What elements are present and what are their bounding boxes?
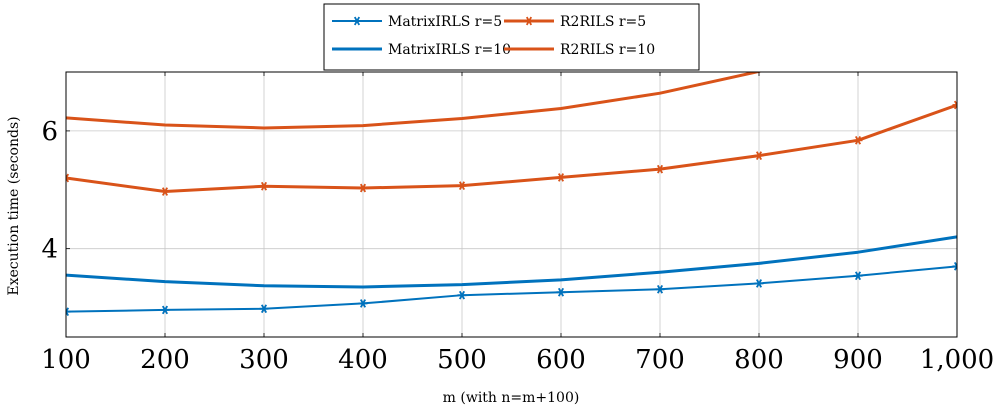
legend-frame <box>323 3 700 71</box>
series-1-point <box>259 181 269 191</box>
series-line-3 <box>66 72 763 130</box>
series-0-point <box>556 287 566 297</box>
series-1-point <box>952 100 957 110</box>
series-0-point <box>655 284 665 294</box>
x-tick-label: 200 <box>140 345 190 375</box>
x-tick-label: 100 <box>41 345 91 375</box>
series-0-point <box>457 290 467 300</box>
legend-marker <box>352 16 362 26</box>
series-0-point <box>66 307 71 317</box>
y-tick-label: 4 <box>41 235 58 265</box>
legend-item-2: MatrixIRLS r=10 <box>332 42 511 58</box>
series-0-point <box>754 279 764 288</box>
grid-lines <box>65 72 958 337</box>
series-0-point <box>358 299 368 308</box>
legend-marker <box>524 16 534 26</box>
x-tick-label: 900 <box>833 345 883 375</box>
legend-item-1: R2RILS r=5 <box>504 14 646 30</box>
legend-label: R2RILS r=10 <box>560 42 655 58</box>
legend-item-3: R2RILS r=10 <box>504 42 655 58</box>
series-0-point <box>952 261 957 271</box>
series-1-point <box>160 187 170 196</box>
x-tick-label: 800 <box>734 345 784 375</box>
x-tick-label: 400 <box>338 345 388 375</box>
legend-item-0: MatrixIRLS r=5 <box>332 14 502 30</box>
series-line-2 <box>66 235 957 289</box>
x-tick-label: 500 <box>437 345 487 375</box>
series-1-point <box>655 164 665 174</box>
plot-frame <box>65 71 958 338</box>
x-tick-label: 1,000 <box>920 345 994 375</box>
series-1-point <box>556 173 566 182</box>
series-line-0 <box>66 265 957 313</box>
legend: MatrixIRLS r=5 R2RILS r=5 MatrixIRLS r=10 R… <box>323 3 700 71</box>
series-0-point <box>160 305 170 315</box>
series-1-point <box>853 135 863 145</box>
series-0-point <box>259 304 269 314</box>
series-1-point <box>66 173 71 183</box>
legend-label: MatrixIRLS r=10 <box>388 42 511 58</box>
y-axis-label: Execution time (seconds) <box>6 116 22 295</box>
x-tick-label: 300 <box>239 345 289 375</box>
legend-label: MatrixIRLS r=5 <box>388 14 502 30</box>
tick-labels: 100 200 300 400 500 600 700 800 900 1,000 4 6 <box>41 72 994 375</box>
x-axis-label: m (with n=m+100) <box>443 390 580 406</box>
series-0-point <box>853 271 863 281</box>
legend-label: R2RILS r=5 <box>560 14 646 30</box>
series-1-point <box>754 151 764 160</box>
series-1-point <box>358 183 368 193</box>
x-tick-label: 600 <box>536 345 586 375</box>
series-layer <box>66 72 957 317</box>
series-1-point <box>457 181 467 191</box>
y-tick-label: 6 <box>41 117 58 147</box>
x-tick-label: 700 <box>635 345 685 375</box>
series-line-1 <box>66 103 957 194</box>
